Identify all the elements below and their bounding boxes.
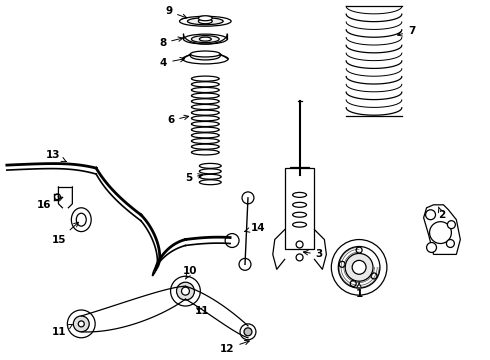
- Text: 2: 2: [438, 207, 445, 220]
- Circle shape: [430, 222, 451, 243]
- Circle shape: [296, 254, 303, 261]
- Text: 10: 10: [183, 266, 197, 279]
- Circle shape: [176, 282, 195, 300]
- Circle shape: [427, 243, 437, 252]
- Circle shape: [242, 192, 254, 204]
- Text: 6: 6: [167, 115, 189, 126]
- Ellipse shape: [179, 16, 231, 26]
- Text: 9: 9: [165, 6, 187, 18]
- Circle shape: [171, 276, 200, 306]
- Ellipse shape: [198, 16, 212, 21]
- Ellipse shape: [72, 208, 91, 231]
- Text: 5: 5: [185, 173, 202, 183]
- Ellipse shape: [293, 202, 307, 207]
- Ellipse shape: [293, 222, 307, 227]
- Text: 1: 1: [355, 283, 363, 299]
- Text: 8: 8: [159, 37, 183, 48]
- Ellipse shape: [199, 37, 211, 41]
- Text: 11: 11: [52, 324, 73, 337]
- Circle shape: [240, 324, 256, 340]
- Circle shape: [239, 258, 251, 270]
- Text: 15: 15: [52, 222, 78, 244]
- Text: 11: 11: [195, 306, 210, 316]
- Circle shape: [426, 210, 436, 220]
- Ellipse shape: [192, 36, 219, 42]
- Circle shape: [352, 260, 366, 274]
- Bar: [285, 168, 315, 249]
- Text: 3: 3: [303, 249, 323, 260]
- Circle shape: [338, 247, 380, 288]
- Ellipse shape: [76, 213, 86, 226]
- Circle shape: [345, 253, 373, 281]
- Circle shape: [331, 239, 387, 295]
- Circle shape: [244, 328, 252, 336]
- Ellipse shape: [182, 54, 228, 64]
- Ellipse shape: [191, 51, 220, 57]
- Ellipse shape: [293, 212, 307, 217]
- Circle shape: [339, 261, 345, 267]
- Circle shape: [296, 241, 303, 248]
- Ellipse shape: [293, 192, 307, 197]
- Circle shape: [356, 247, 362, 253]
- Circle shape: [54, 194, 60, 200]
- Circle shape: [447, 221, 455, 229]
- Circle shape: [181, 287, 190, 295]
- Text: 7: 7: [397, 26, 416, 36]
- Text: 14: 14: [245, 222, 265, 233]
- Ellipse shape: [191, 52, 220, 60]
- Text: 4: 4: [160, 57, 185, 68]
- Circle shape: [68, 310, 95, 338]
- Circle shape: [350, 280, 356, 287]
- Text: 16: 16: [36, 197, 63, 210]
- Ellipse shape: [188, 18, 223, 25]
- Text: 12: 12: [220, 340, 249, 354]
- Circle shape: [74, 316, 89, 332]
- Polygon shape: [424, 205, 460, 255]
- Circle shape: [371, 273, 377, 279]
- Ellipse shape: [198, 19, 212, 24]
- Circle shape: [78, 321, 84, 327]
- Text: 13: 13: [46, 150, 66, 162]
- Ellipse shape: [183, 34, 227, 44]
- Circle shape: [225, 234, 239, 247]
- Bar: [290, 167, 310, 175]
- Circle shape: [446, 239, 454, 247]
